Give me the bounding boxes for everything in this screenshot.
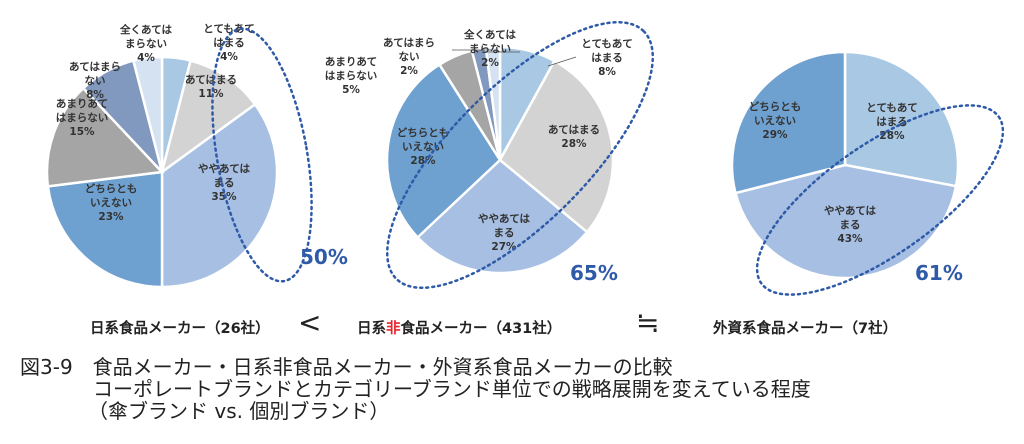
chart-1-slice-3-label-line-2: まる: [214, 177, 235, 189]
chart-3-slice-3: [730, 50, 847, 195]
chart-1-slice-6-label: あてはまらない 8%: [69, 60, 121, 101]
chart-2-slice-5-label-line-3: 5%: [342, 84, 360, 96]
figure-number: 図3-9: [20, 355, 73, 379]
chart-2-slice-7-label: 全くあてはまらない 2%: [463, 28, 517, 69]
chart-2-slice-3: [415, 158, 589, 275]
chart-1-slice-5: [45, 86, 165, 188]
chart-2-slice-7-label-line-2: まらない: [469, 43, 511, 55]
chart-2-slice-2-label: あてはまる 28%: [548, 123, 600, 150]
chart-2-slice-6-label-line-3: 2%: [400, 65, 418, 77]
chart-2-slice-1-label: とてもあてはまる 8%: [581, 37, 632, 78]
chart-1-slice-4-label-line-3: 23%: [98, 211, 124, 223]
chart-1-title: 日系食品メーカー（26社）: [90, 321, 270, 337]
chart-1-slice-6-label-line-2: ない: [85, 75, 106, 87]
less-than-operator: <: [298, 306, 322, 339]
chart-2-slice-6-label-line-1: あてはまら: [383, 36, 435, 49]
chart-1-slice-6-label-line-1: あてはまら: [69, 60, 121, 73]
chart-1-slice-5-label-line-3: 15%: [69, 126, 95, 138]
chart-3-slice-3-label: どちらともいえない 29%: [749, 100, 802, 141]
approx-equal-operator: ≒: [636, 306, 660, 339]
chart-3-slice-2-label-line-2: まる: [840, 219, 861, 231]
chart-2-slice-3-label-line-2: まる: [494, 227, 515, 239]
chart-3-slice-3-label-line-3: 29%: [762, 129, 788, 141]
chart-1-slice-1-label: とてもあてはまる 4%: [203, 22, 254, 63]
chart-1-slice-1-label-line-2: はまる: [213, 37, 245, 49]
chart-1-slice-4-label-line-2: いえない: [90, 197, 132, 209]
chart-3-slice-1-label-line-3: 28%: [879, 130, 905, 142]
chart-2-highlight-ellipse: [385, 20, 655, 290]
chart-1-slice-7-label-line-2: まらない: [125, 38, 167, 50]
chart-2-title: 日系非食品メーカー（431社）: [357, 317, 561, 338]
chart-1-slice-4: [46, 170, 164, 289]
chart-1-slice-5-label-line-1: あまりあて: [56, 97, 108, 110]
chart-2-highlight-percent: 65%: [570, 261, 618, 285]
chart-1-slice-2-label-line-2: 11%: [198, 88, 224, 100]
chart-2-slice-2-label-line-1: あてはまる: [548, 123, 600, 136]
chart-2-slice-7-label-line-3: 2%: [481, 57, 499, 69]
chart-1-highlight-percent: 50%: [300, 245, 348, 269]
chart-2-slice-2-label-line-2: 28%: [561, 138, 587, 150]
chart-2-slice-6-label: あてはまらない 2%: [383, 36, 435, 77]
chart-2-title-prefix: 日系: [357, 321, 386, 337]
chart-3-slice-1: [843, 50, 960, 188]
chart-1-slice-7-label-line-1: 全くあては: [119, 23, 173, 36]
chart-2-slice-1-label-line-2: はまる: [591, 52, 623, 64]
chart-2-slice-7-label-line-1: 全くあては: [463, 28, 517, 41]
chart-2-slice-6-label-line-2: ない: [399, 51, 420, 63]
chart-2-slice-7: [484, 45, 502, 161]
chart-2-slice-5-label: あまりあてはまらない 5%: [325, 55, 378, 96]
caption-title: 食品メーカー・日系非食品メーカー・外資系食品メーカーの比較: [92, 355, 673, 379]
chart-2-slice-4: [385, 62, 502, 240]
chart-3-slice-3-label-line-2: いえない: [754, 115, 796, 127]
chart-2-slice-5-label-line-2: はまらない: [325, 70, 378, 82]
chart-3-slice-2-label-line-1: ややあては: [824, 204, 877, 217]
chart-2-leader-line-1: [547, 56, 577, 67]
chart-1-highlight-ellipse: [211, 27, 313, 283]
chart-2-slice-3-label-line-3: 27%: [491, 241, 517, 253]
chart-2-slice-5-label-line-1: あまりあて: [325, 55, 377, 68]
figure-caption-line-3: （傘ブランド vs. 個別ブランド）: [88, 399, 390, 423]
chart-1-slice-7: [131, 55, 164, 173]
chart-1-slice-3-label: ややあてはまる 35%: [198, 162, 251, 203]
chart-2-slice-1-label-line-1: とてもあて: [581, 37, 632, 50]
chart-1-slice-1-label-line-1: とてもあて: [203, 22, 254, 35]
chart-2-slice-3-label-line-1: ややあては: [478, 212, 531, 225]
chart-1-slice-3: [160, 102, 279, 289]
chart-3-slice-1-label-line-1: とてもあて: [866, 101, 917, 114]
chart-2-slice-1-label-line-3: 8%: [598, 66, 616, 78]
chart-1-slice-2-label: あてはまる 11%: [185, 73, 237, 100]
chart-3-highlight-ellipse: [755, 104, 1005, 296]
chart-2-slice-2: [498, 59, 615, 234]
chart-1-slice-2: [159, 59, 257, 176]
chart-2-title-accent: 非: [386, 321, 401, 337]
chart-3-slice-2-label-line-3: 43%: [837, 233, 863, 245]
chart-1-slice-7-label-line-3: 4%: [137, 52, 155, 64]
chart-1-slice-6-label-line-3: 8%: [86, 89, 104, 101]
chart-1-slice-4-label-line-1: どちらとも: [85, 182, 138, 195]
chart-1-slice-1-label-line-3: 4%: [220, 51, 238, 63]
pie-charts: とてもあてはまる 4%あてはまる 11%ややあてはまる 35%どちらともいえない 23%…: [45, 20, 1005, 296]
chart-2-slice-3-label: ややあてはまる 27%: [478, 212, 531, 253]
chart-1-slice-7-label: 全くあてはまらない 4%: [119, 23, 173, 64]
figure-caption-line-1: 図3-9 食品メーカー・日系非食品メーカー・外資系食品メーカーの比較: [20, 356, 673, 378]
chart-3-slice-2-label: ややあてはまる 43%: [824, 204, 877, 245]
chart-1-slice-5-label-line-2: はまらない: [56, 112, 109, 124]
chart-1-slice-5-label: あまりあてはまらない 15%: [56, 97, 109, 138]
chart-1-slice-2-label-line-1: あてはまる: [185, 73, 237, 86]
chart-1-slice-3-label-line-1: ややあては: [198, 162, 251, 175]
chart-1-slice-4-label: どちらともいえない 23%: [85, 182, 138, 223]
chart-3-title: 外資系食品メーカー（7社）: [713, 321, 898, 337]
chart-2-slice-4-label-line-1: どちらとも: [397, 126, 450, 139]
figure-caption-line-2: コーポレートブランドとカテゴリーブランド単位での戦略展開を変えている程度: [93, 377, 811, 401]
chart-2-title-suffix: 食品メーカー（431社）: [400, 321, 562, 337]
chart-3-slice-3-label-line-1: どちらとも: [749, 100, 802, 113]
chart-3-highlight-percent: 61%: [915, 261, 963, 285]
